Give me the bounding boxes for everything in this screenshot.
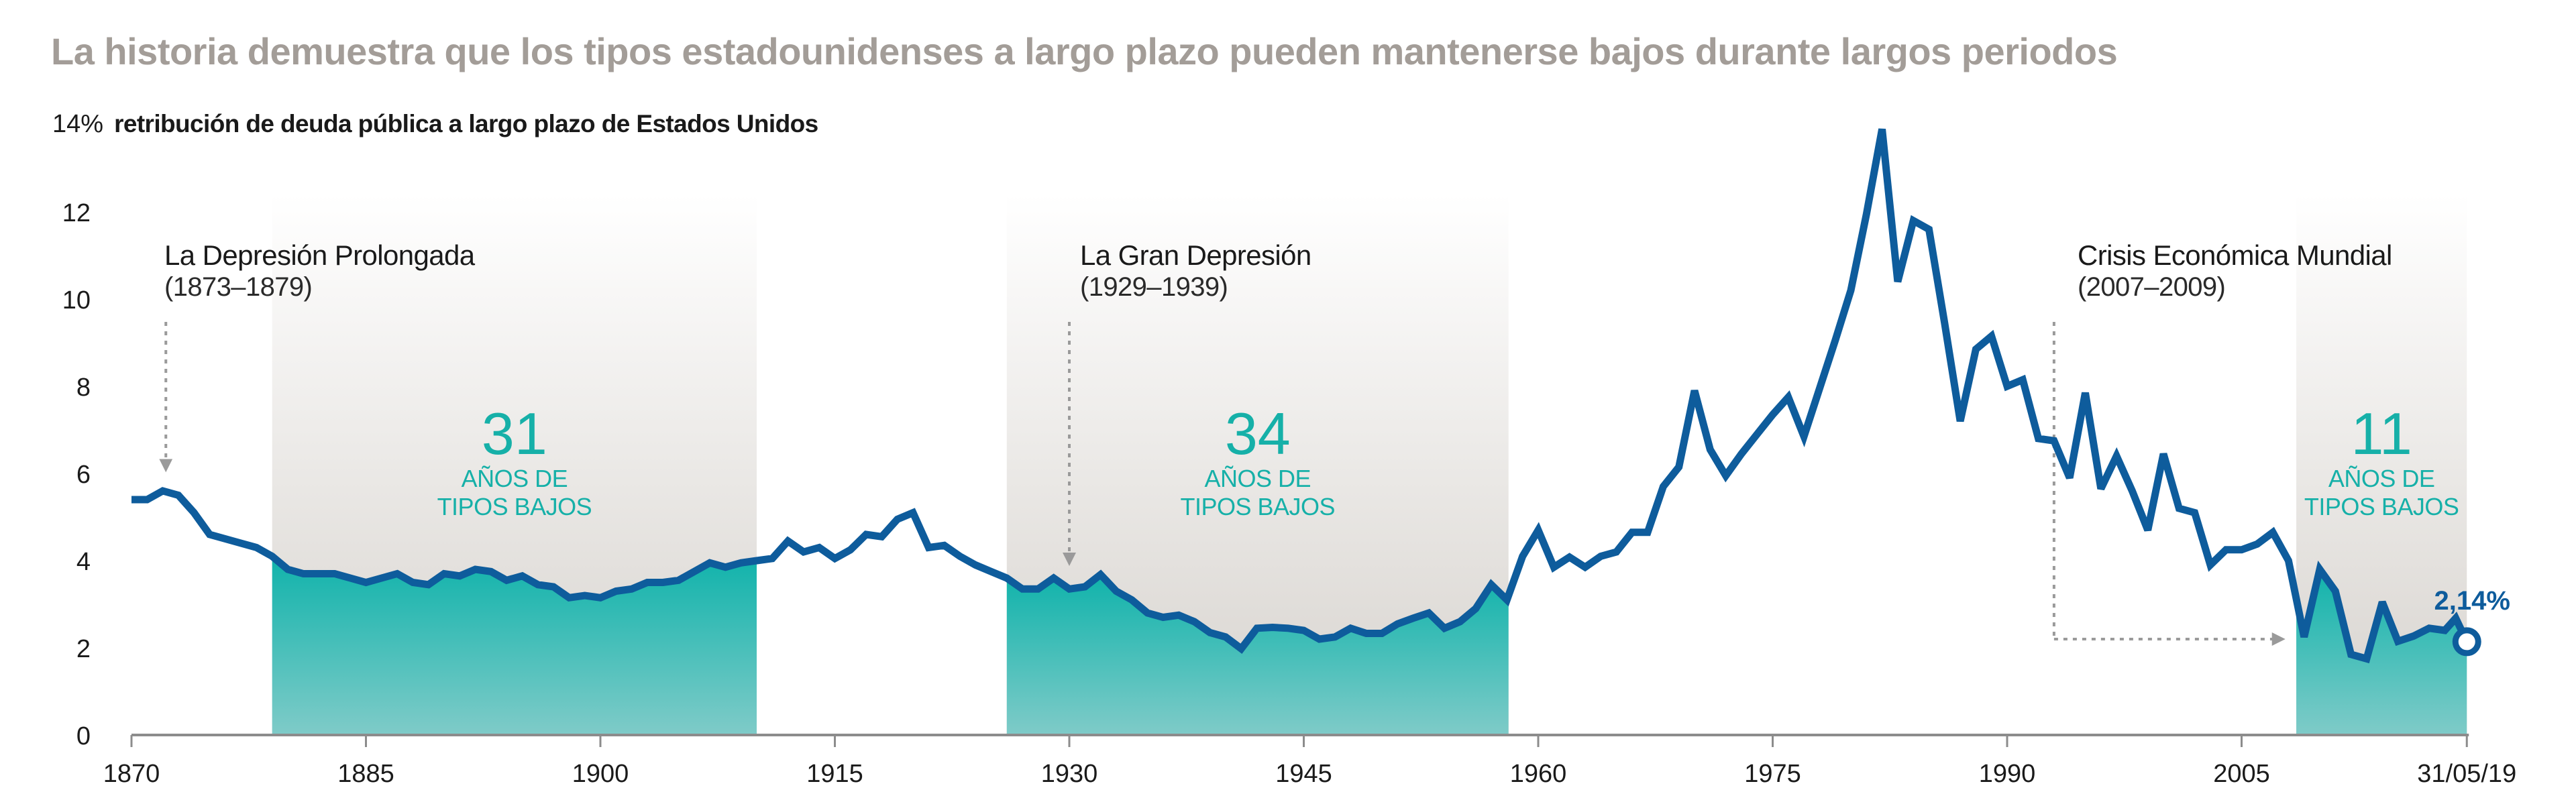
x-tick-label: 1945 [1275, 760, 1332, 788]
low-rate-caption-line2: TIPOS BAJOS [437, 493, 592, 520]
y-tick-label: 10 [62, 286, 91, 315]
x-tick-label: 1960 [1510, 760, 1567, 788]
last-value-marker [2452, 627, 2481, 657]
y-axis-label: retribución de deuda pública a largo pla… [114, 110, 818, 137]
event-years: (1929–1939) [1080, 272, 1228, 302]
y-axis-title: 14% retribución de deuda pública a largo … [52, 110, 818, 139]
low-rate-area [272, 556, 757, 735]
event-title: Crisis Económica Mundial [2078, 239, 2392, 271]
x-tick-label: 1870 [103, 760, 160, 788]
y-tick-label: 2 [76, 635, 91, 663]
event-years: (1873–1879) [164, 272, 312, 302]
axes: 1870 1885 1900 1915 1930 1945 1960 1975 1990 2005… [62, 199, 2516, 788]
y-tick-label: 4 [76, 548, 91, 576]
low-rate-years-number: 31 [482, 400, 547, 467]
last-value-label: 2,14% [2434, 586, 2510, 616]
low-rate-caption-line1: AÑOS DE [1204, 465, 1311, 492]
x-tick-label: 31/05/19 [2417, 760, 2516, 788]
low-rate-caption-line1: AÑOS DE [2328, 465, 2435, 492]
event-title: La Gran Depresión [1080, 239, 1311, 271]
low-rate-caption-line2: TIPOS BAJOS [1180, 493, 1335, 520]
low-rate-area [1006, 574, 1509, 735]
x-tick-label: 1885 [337, 760, 394, 788]
low-rate-caption-line2: TIPOS BAJOS [2304, 493, 2459, 520]
event-years: (2007–2009) [2078, 272, 2225, 302]
low-rate-caption-line1: AÑOS DE [462, 465, 568, 492]
low-rate-years-number: 11 [2351, 400, 2412, 467]
x-tick-label: 1930 [1041, 760, 1098, 788]
y-tick-label: 6 [76, 461, 91, 489]
chart-title: La historia demuestra que los tipos esta… [51, 30, 2118, 72]
x-tick-label: 1915 [806, 760, 863, 788]
y-tick-label: 0 [76, 722, 91, 750]
y-tick-label: 8 [76, 374, 91, 402]
low-rate-years-number: 34 [1225, 400, 1291, 467]
x-tick-label: 1900 [572, 760, 629, 788]
annotations: La Depresión Prolongada(1873–1879) La Gra… [159, 239, 2392, 646]
x-tick-label: 1975 [1744, 760, 1801, 788]
y-axis-top-label: 14% [52, 110, 104, 138]
x-tick-label: 1990 [1979, 760, 2036, 788]
x-tick-label: 2005 [2213, 760, 2270, 788]
series-layer: 2,14% [131, 128, 2510, 664]
y-tick-label: 12 [62, 199, 91, 227]
event-title: La Depresión Prolongada [164, 239, 476, 271]
